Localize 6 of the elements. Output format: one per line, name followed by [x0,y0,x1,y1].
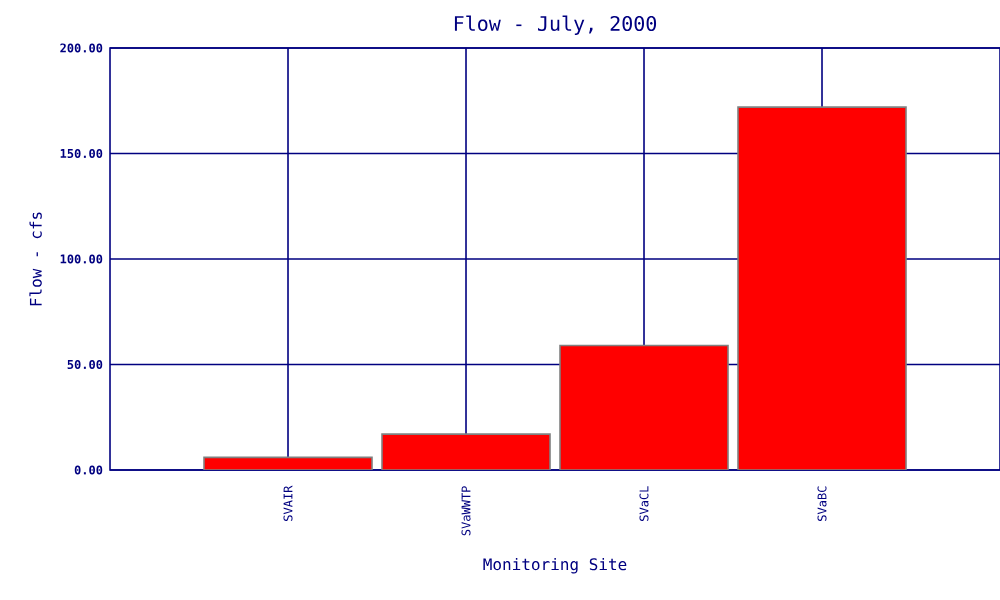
chart-title: Flow - July, 2000 [454,15,657,35]
bar [737,106,907,470]
bar [382,434,551,470]
x-axis-title: Monitoring Site [483,557,627,574]
bar [560,345,729,470]
y-axis-title: Flow - cfs [29,212,42,306]
